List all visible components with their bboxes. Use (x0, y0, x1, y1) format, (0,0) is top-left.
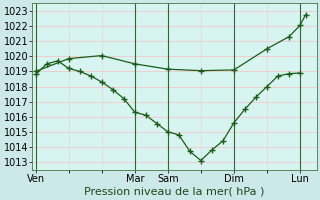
X-axis label: Pression niveau de la mer( hPa ): Pression niveau de la mer( hPa ) (84, 187, 265, 197)
